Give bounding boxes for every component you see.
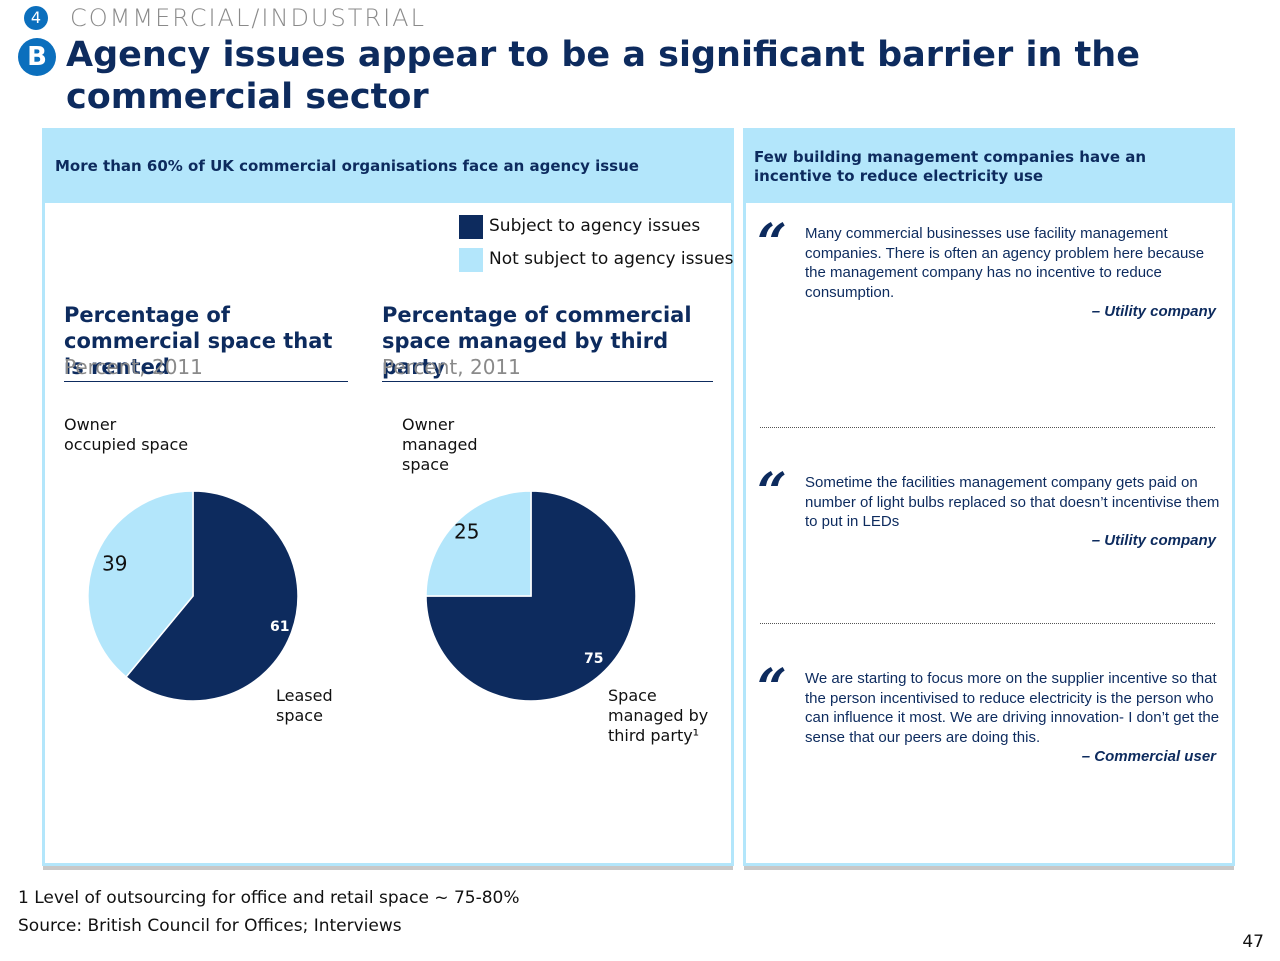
chart2-owner-label-line: managed (402, 435, 478, 454)
right-panel-heading: Few building management companies have a… (754, 148, 1147, 185)
chart2-agency-label: Space managed by third party¹ (608, 686, 708, 746)
page-number: 47 (1242, 932, 1264, 952)
quote-mark-icon: “ (757, 462, 787, 523)
chart2-owner-label-line: Owner (402, 415, 455, 434)
chart2-agency-label-line: Space (608, 686, 657, 705)
chart2-title: Percentage of commercial space managed b… (382, 303, 692, 379)
chart1-owner-label: Owner occupied space (64, 415, 188, 455)
left-panel-header: More than 60% of UK commercial organisat… (45, 131, 731, 203)
chart2-agency-label-line: managed by (608, 706, 709, 725)
legend-swatch-not-subject (459, 248, 483, 272)
section-number-badge: 4 (24, 6, 48, 30)
chart2-unit: Percent, 2011 (382, 355, 521, 379)
chart1-owner-label-line: occupied space (64, 435, 189, 454)
sub-section-badge: B (18, 38, 56, 76)
chart1-slice-leased (125, 490, 299, 702)
right-panel-header: Few building management companies have a… (746, 131, 1232, 203)
section-label: COMMERCIAL/INDUSTRIAL (70, 4, 426, 32)
chart1-value-label-leased: 61 (270, 619, 289, 635)
right-panel: Few building management companies have a… (743, 128, 1235, 866)
chart1-title-rule (64, 381, 348, 382)
chart1-title: Percentage of commercial space that is r… (64, 303, 333, 379)
chart2-value-label-owner: 25 (454, 520, 479, 544)
quote-attribution: – Utility company (1091, 303, 1216, 320)
legend-label-subject: Subject to agency issues (489, 216, 701, 236)
quote-mark-icon: “ (757, 213, 787, 274)
chart1-agency-label-line: space (276, 706, 323, 725)
chart2-title-rule (382, 381, 713, 382)
quote-mark-icon: “ (757, 658, 787, 719)
legend-swatch-subject (459, 215, 483, 239)
left-panel-heading: More than 60% of UK commercial organisat… (55, 157, 639, 175)
chart1-value-label-owner: 39 (102, 552, 127, 576)
quote-text: Sometime the facilities management compa… (805, 474, 1220, 530)
quote-attribution: – Utility company (1091, 532, 1216, 549)
chart1-agency-label-line: Leased (276, 686, 333, 705)
chart2-owner-label-line: space (402, 455, 449, 474)
page-title: Agency issues appear to be a significant… (66, 35, 1140, 117)
quote-text: We are starting to focus more on the sup… (805, 670, 1220, 746)
legend-label-not-subject: Not subject to agency issues (489, 249, 734, 269)
quote-divider (760, 623, 1215, 624)
chart1-slice-owner (87, 490, 194, 678)
chart2-owner-label: Owner managed space (402, 415, 478, 475)
quote-text: Many commercial businesses use facility … (805, 225, 1205, 301)
quote-attribution: – Commercial user (1081, 748, 1216, 765)
chart1-owner-label-line: Owner (64, 415, 117, 434)
footnote: 1 Level of outsourcing for office and re… (18, 888, 520, 908)
chart2-value-label-third-party: 75 (584, 651, 603, 667)
chart2-slice-owner (425, 490, 532, 597)
chart2-slice-third-party (425, 490, 637, 702)
chart1-agency-label: Leased space (276, 686, 333, 726)
quote-divider (760, 427, 1215, 428)
chart1-unit: Percent, 2011 (64, 355, 203, 379)
source-note: Source: British Council for Offices; Int… (18, 916, 402, 936)
chart2-agency-label-line: third party¹ (608, 726, 700, 745)
